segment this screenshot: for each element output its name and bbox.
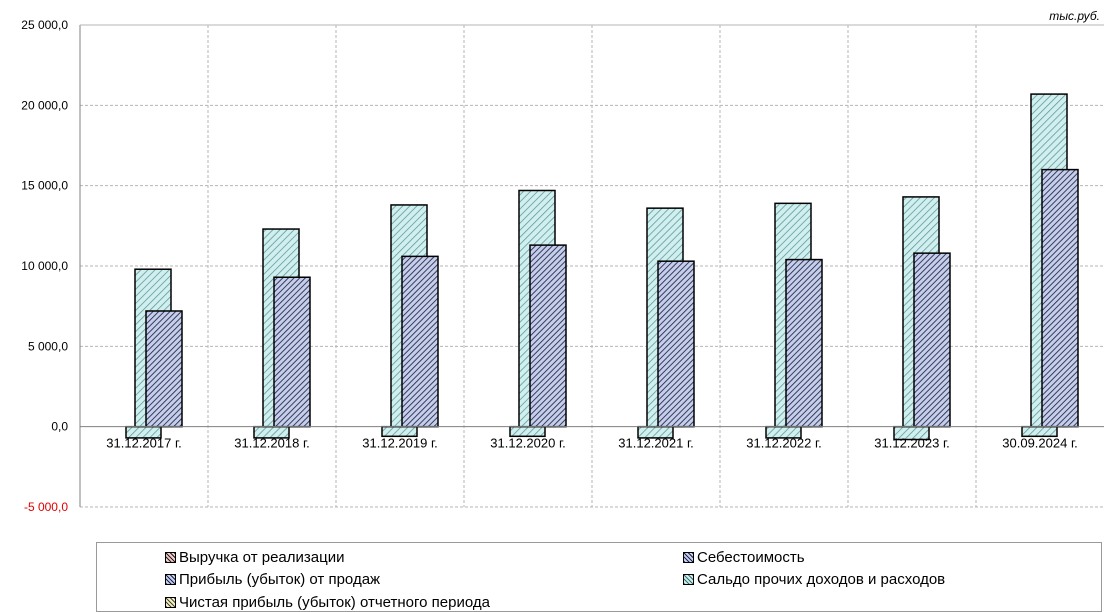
x-category-label: 31.12.2023 г. <box>874 436 949 451</box>
x-category-label: 31.12.2022 г. <box>746 436 821 451</box>
x-category-label: 31.12.2017 г. <box>106 436 181 451</box>
y-tick-label: 0,0 <box>51 420 68 434</box>
y-tick-label: 5 000,0 <box>28 339 68 353</box>
bar-cost <box>273 276 311 428</box>
y-tick-label: 20 000,0 <box>21 98 68 112</box>
x-category-label: 31.12.2021 г. <box>618 436 693 451</box>
axes-layer: 25 000,0 20 000,0 15 000,0 10 000,0 5 000,0 0… <box>21 18 1104 514</box>
y-tick-label: 25 000,0 <box>21 18 68 32</box>
legend-label: Чистая прибыль (убыток) отчетного период… <box>179 593 490 611</box>
legend-item-sales-profit: Прибыль (убыток) от продаж <box>165 570 380 588</box>
bars-layer <box>125 93 1079 441</box>
bar-cost <box>145 310 183 428</box>
legend-label: Себестоимость <box>697 548 805 566</box>
bar-cost <box>913 252 951 428</box>
legend-swatch-icon <box>683 573 694 585</box>
bar-cost <box>529 244 567 428</box>
legend-label: Сальдо прочих доходов и расходов <box>697 570 946 588</box>
legend-item-net-profit: Чистая прибыль (убыток) отчетного период… <box>165 593 490 611</box>
x-category-label: 30.09.2024 г. <box>1002 436 1077 451</box>
unit-label: тыс.руб. <box>1049 9 1100 23</box>
legend-item-cost: Себестоимость <box>683 548 805 566</box>
bar-cost <box>657 260 695 428</box>
legend-swatch-icon <box>165 573 176 585</box>
x-category-label: 31.12.2019 г. <box>362 436 437 451</box>
x-category-label: 31.12.2020 г. <box>490 436 565 451</box>
bar-cost <box>401 255 439 428</box>
y-tick-label: 15 000,0 <box>21 179 68 193</box>
legend-label: Прибыль (убыток) от продаж <box>179 570 381 588</box>
legend-swatch-icon <box>165 551 176 563</box>
legend-item-other-balance: Сальдо прочих доходов и расходов <box>683 570 945 588</box>
bar-cost <box>785 258 823 428</box>
legend: Выручка от реализации Себестоимость Приб… <box>96 542 1102 612</box>
legend-swatch-icon <box>165 596 176 608</box>
y-tick-label: -5 000,0 <box>24 500 68 514</box>
gridlines <box>80 24 1104 508</box>
x-category-label: 31.12.2018 г. <box>234 436 309 451</box>
bar-cost <box>1041 168 1079 428</box>
legend-swatch-icon <box>683 551 694 563</box>
y-tick-label: 10 000,0 <box>21 259 68 273</box>
legend-item-revenue: Выручка от реализации <box>165 548 344 566</box>
legend-label: Выручка от реализации <box>179 548 345 566</box>
bar-chart: 25 000,0 20 000,0 15 000,0 10 000,0 5 000,0 0… <box>21 9 1104 514</box>
